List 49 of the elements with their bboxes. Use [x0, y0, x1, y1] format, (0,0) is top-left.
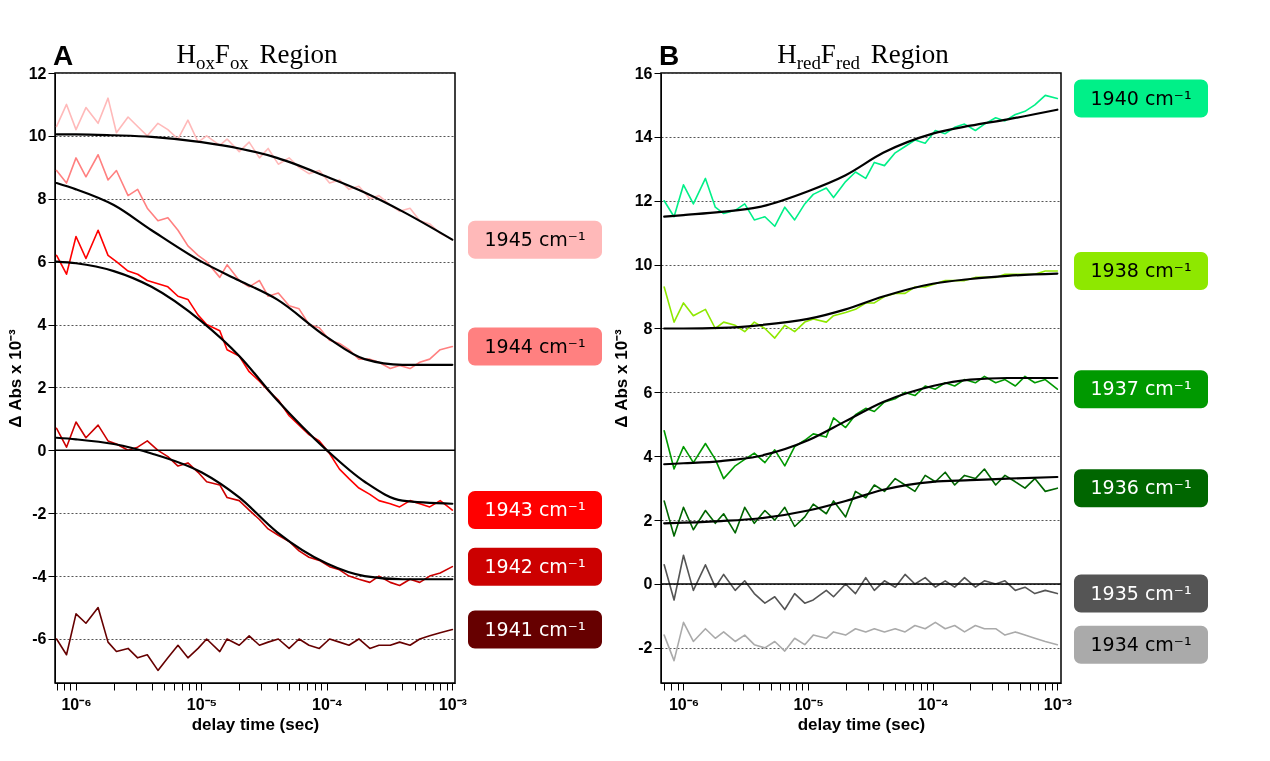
series-label: 1938 cm⁻¹ [1090, 259, 1192, 282]
series-label: 1936 cm⁻¹ [1090, 476, 1192, 499]
x-tick-label: 10⁻⁴ [312, 695, 343, 713]
text: B [659, 40, 680, 71]
x-tick-label: 10⁻³ [438, 695, 467, 713]
y-tick-label: -4 [32, 567, 47, 585]
series-label: 1934 cm⁻¹ [1090, 632, 1192, 655]
line-series [663, 621, 1059, 662]
x-tick-label: 10⁻⁴ [917, 695, 949, 713]
x-tick-label: 10⁻⁵ [793, 695, 824, 713]
y-tick-label: 6 [37, 253, 47, 271]
series-label: 1942 cm⁻¹ [484, 554, 586, 577]
series-label: 1945 cm⁻¹ [484, 227, 586, 250]
y-tick-label: 8 [643, 320, 653, 337]
y-tick-label: 12 [634, 192, 653, 210]
y-tick-label: 6 [643, 383, 653, 401]
y-tick-label: -2 [32, 504, 47, 522]
line-series [663, 468, 1059, 537]
series-label: 1941 cm⁻¹ [484, 617, 586, 640]
x-axis-title: delay time (sec) [191, 714, 320, 734]
series-label: 1940 cm⁻¹ [1090, 86, 1192, 109]
x-tick-label: 10⁻⁵ [186, 695, 218, 713]
text: A [53, 40, 74, 71]
x-axis-title: delay time (sec) [797, 714, 926, 734]
series-label: 1944 cm⁻¹ [484, 334, 586, 357]
y-tick-label: 2 [643, 511, 653, 529]
y-axis-title: Δ Abs x 10⁻³ [611, 328, 631, 428]
x-tick-label: 10⁻⁶ [668, 695, 700, 713]
x-tick-label: 10⁻⁶ [61, 695, 92, 713]
y-tick-label: 8 [37, 190, 47, 208]
y-tick-label: -6 [32, 630, 47, 648]
y-tick-label: 0 [37, 441, 47, 459]
line-series [663, 94, 1059, 228]
y-tick-label: 4 [643, 447, 653, 465]
y-axis-title: Δ Abs x 10⁻³ [5, 328, 25, 428]
y-tick-label: 12 [28, 64, 47, 82]
series-label: 1937 cm⁻¹ [1090, 377, 1192, 400]
y-tick-label: 0 [643, 575, 653, 593]
y-tick-label: 4 [37, 316, 47, 334]
y-tick-label: -2 [638, 639, 653, 657]
y-tick-label: 10 [634, 256, 653, 274]
series-label: 1935 cm⁻¹ [1090, 581, 1192, 604]
y-tick-label: 14 [634, 128, 653, 146]
y-tick-label: 2 [37, 378, 47, 396]
series-label: 1943 cm⁻¹ [484, 498, 586, 521]
y-tick-label: 10 [28, 127, 47, 145]
y-tick-label: 16 [634, 64, 653, 82]
line-series [55, 606, 454, 672]
x-tick-label: 10⁻³ [1043, 695, 1072, 713]
